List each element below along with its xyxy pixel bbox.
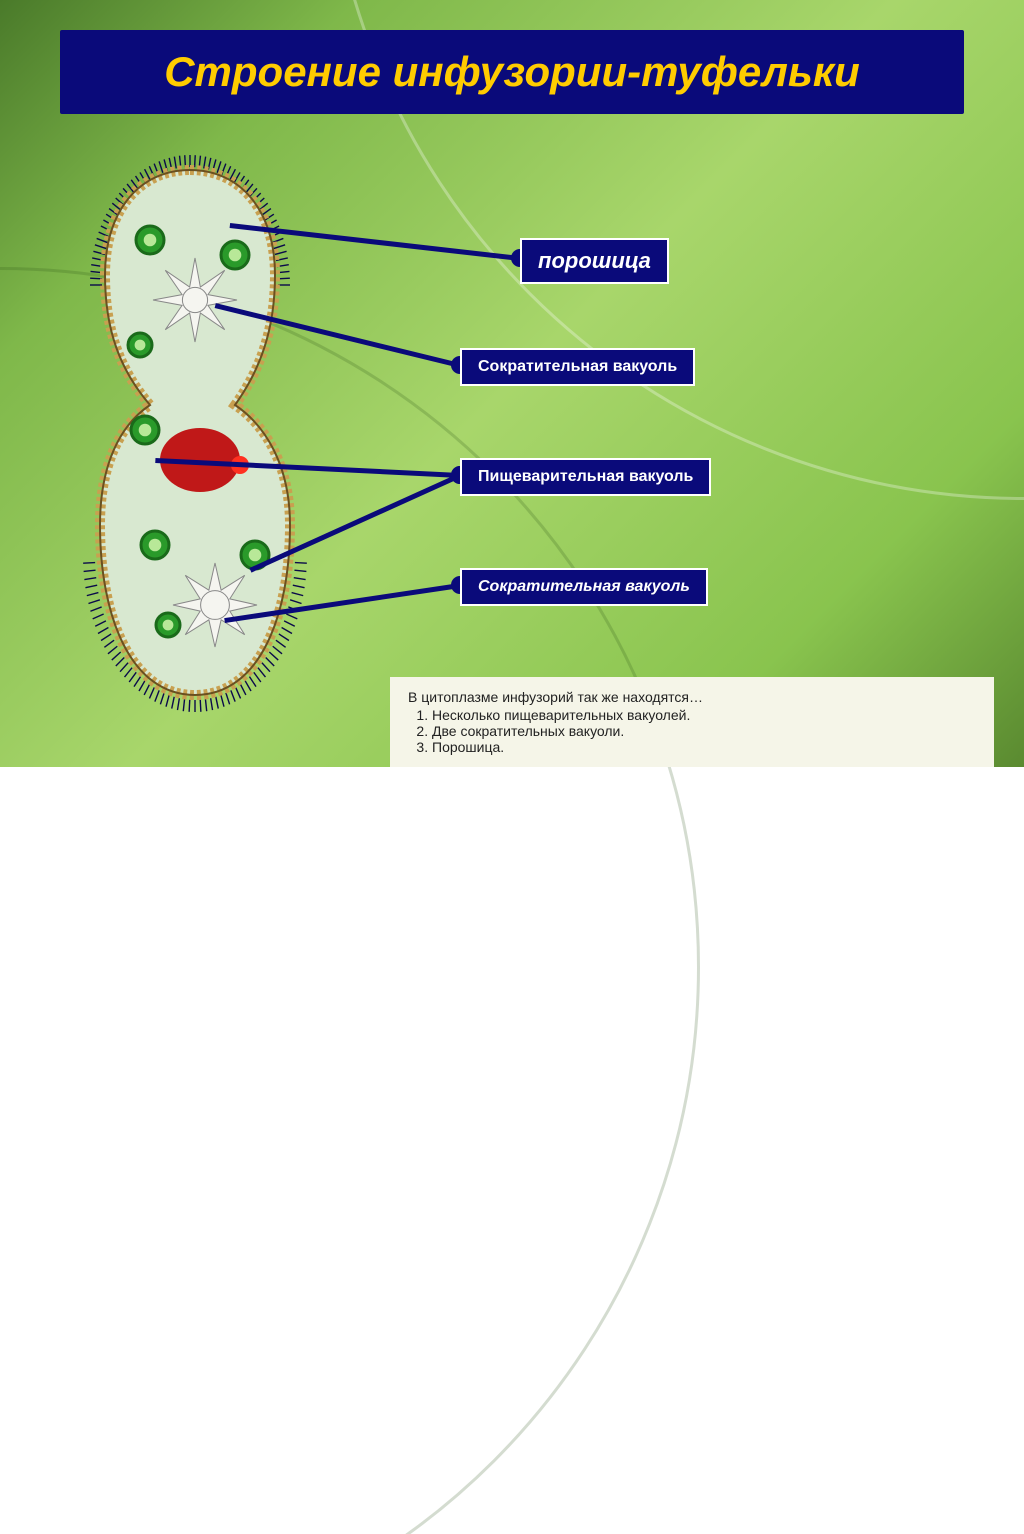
diagram-label: порошица xyxy=(520,238,669,284)
info-item: Несколько пищеварительных вакуолей. xyxy=(432,707,976,723)
page-title: Строение инфузории-туфельки xyxy=(90,48,934,96)
info-item: Две сократительных вакуоли. xyxy=(432,723,976,739)
diagram-label: Сократительная вакуоль xyxy=(460,348,695,386)
info-intro: В цитоплазме инфузорий так же находятся… xyxy=(408,689,976,705)
cell-diagram xyxy=(60,155,320,715)
info-item: Порошица. xyxy=(432,739,976,755)
diagram-label: Пищеварительная вакуоль xyxy=(460,458,711,496)
diagram-label: Сократительная вакуоль xyxy=(460,568,708,606)
info-list: Несколько пищеварительных вакуолей.Две с… xyxy=(432,707,976,755)
title-box: Строение инфузории-туфельки xyxy=(60,30,964,114)
info-box: В цитоплазме инфузорий так же находятся…… xyxy=(390,677,994,767)
